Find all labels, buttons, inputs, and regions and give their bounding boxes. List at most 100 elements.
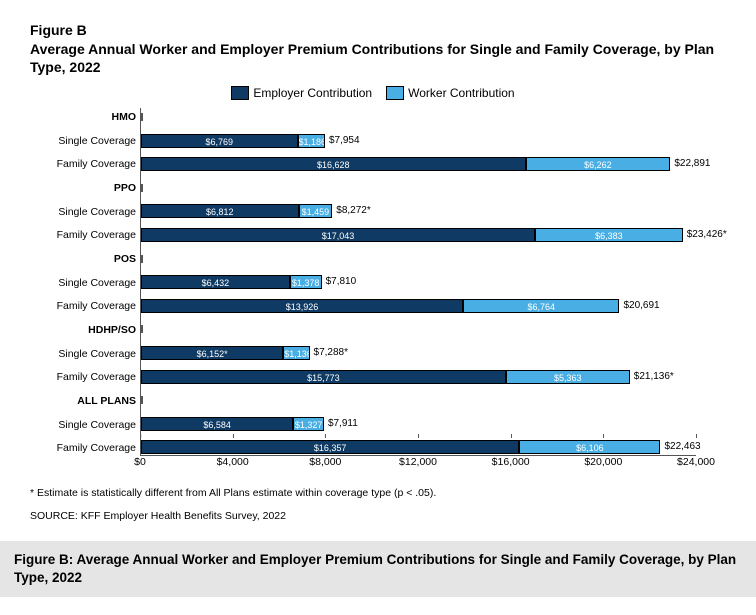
group-tick-mark [141, 113, 143, 121]
footnote-source: SOURCE: KFF Employer Health Benefits Sur… [30, 509, 726, 523]
group-tick [141, 322, 696, 336]
group-tick-mark [141, 396, 143, 404]
bar-employer: $6,584 [141, 417, 293, 431]
legend-label-employer: Employer Contribution [253, 86, 372, 100]
bar-employer: $13,926 [141, 299, 463, 313]
group-tick [141, 110, 696, 124]
bar-employer: $16,357 [141, 440, 519, 454]
bar-worker: $6,106 [519, 440, 660, 454]
x-tick: $20,000 [584, 456, 622, 468]
total-label: $7,810 [326, 275, 357, 289]
bar-worker: $1,459 [299, 204, 333, 218]
bar-row: $6,584$1,327 $7,911 [141, 417, 696, 431]
bar-worker: $1,378 [290, 275, 322, 289]
bar-row: $16,357$6,106$22,463 [141, 440, 696, 454]
bar-worker: $1,136 [283, 346, 309, 360]
x-axis: $0$4,000$8,000$12,000$16,000$20,000$24,0… [140, 456, 696, 478]
x-tick-label: $12,000 [399, 456, 437, 468]
bar-worker: $1,186 [298, 134, 325, 148]
bar-row: $6,769$1,186 $7,954 [141, 134, 696, 148]
group-tick-mark [141, 325, 143, 333]
x-tick-mark [603, 434, 604, 438]
x-tick: $0 [134, 456, 146, 468]
group-label: PPO [114, 182, 136, 194]
row-label: Single Coverage [58, 419, 136, 431]
total-label: $8,272* [336, 204, 370, 218]
row-label: Family Coverage [57, 300, 136, 312]
x-tick-mark [696, 434, 697, 438]
row-label: Single Coverage [58, 206, 136, 218]
bar-employer: $17,043 [141, 228, 535, 242]
x-tick-mark [418, 434, 419, 438]
legend-swatch-worker [386, 86, 404, 100]
total-label: $7,911 [328, 417, 358, 431]
x-tick-label: $16,000 [492, 456, 530, 468]
row-label: Family Coverage [57, 158, 136, 170]
group-tick [141, 393, 696, 407]
x-tick-label: $20,000 [584, 456, 622, 468]
total-label: $22,463 [664, 440, 700, 454]
x-tick-label: $24,000 [677, 456, 715, 468]
bar-row: $6,812$1,459$8,272* [141, 204, 696, 218]
figure-title: Average Annual Worker and Employer Premi… [30, 40, 726, 76]
legend-swatch-employer [231, 86, 249, 100]
row-label: Single Coverage [58, 348, 136, 360]
y-axis-labels: HMO Single Coverage Family Coverage PPO Sing… [30, 108, 136, 456]
bar-worker: $5,363 [506, 370, 630, 384]
total-label: $7,954 [329, 134, 360, 148]
bar-row: $13,926$6,764 $20,691 [141, 299, 696, 313]
group-tick [141, 252, 696, 266]
bar-worker: $6,764 [463, 299, 619, 313]
x-tick: $4,000 [217, 456, 249, 468]
group-label: POS [114, 253, 136, 265]
group-tick [141, 181, 696, 195]
x-tick: $24,000 [677, 456, 715, 468]
row-label: Family Coverage [57, 371, 136, 383]
x-tick: $16,000 [492, 456, 530, 468]
figure-label: Figure B [30, 22, 726, 38]
footnote-significance: * Estimate is statistically different fr… [30, 486, 726, 500]
figure-container: Figure B Average Annual Worker and Emplo… [0, 0, 756, 533]
total-label: $22,891 [674, 157, 710, 171]
bar-row: $16,628$6,262$22,891 [141, 157, 696, 171]
figure-caption: Figure B: Average Annual Worker and Empl… [0, 541, 756, 597]
bar-employer: $16,628 [141, 157, 526, 171]
bar-employer: $6,812 [141, 204, 299, 218]
legend-label-worker: Worker Contribution [408, 86, 515, 100]
x-tick-mark [140, 434, 141, 438]
bar-worker: $6,383 [535, 228, 683, 242]
row-label: Single Coverage [58, 135, 136, 147]
total-label: $23,426* [687, 228, 727, 242]
group-tick-mark [141, 184, 143, 192]
total-label: $20,691 [623, 299, 659, 313]
total-label: $21,136* [634, 370, 674, 384]
x-tick-mark [511, 434, 512, 438]
x-tick-label: $8,000 [309, 456, 341, 468]
group-label: ALL PLANS [77, 395, 136, 407]
group-label: HDHP/SO [88, 324, 136, 336]
row-label: Single Coverage [58, 277, 136, 289]
bar-row: $15,773$5,363 $21,136* [141, 370, 696, 384]
x-tick: $8,000 [309, 456, 341, 468]
row-label: Family Coverage [57, 229, 136, 241]
bar-worker: $1,327 [293, 417, 324, 431]
group-label: HMO [112, 111, 137, 123]
plot-area: $6,769$1,186$7,954$16,628$6,262$22,891$6… [140, 108, 696, 456]
total-label: $7,288* [314, 346, 348, 360]
x-tick-label: $0 [134, 456, 146, 468]
x-tick-mark [233, 434, 234, 438]
row-label: Family Coverage [57, 442, 136, 454]
x-tick: $12,000 [399, 456, 437, 468]
bar-row: $6,152*$1,136 $7,288* [141, 346, 696, 360]
bar-employer: $6,152* [141, 346, 283, 360]
bar-row: $6,432$1,378 $7,810 [141, 275, 696, 289]
group-tick-mark [141, 255, 143, 263]
bar-employer: $6,432 [141, 275, 290, 289]
bar-worker: $6,262 [526, 157, 671, 171]
x-tick-mark [325, 434, 326, 438]
bar-row: $17,043$6,383$23,426* [141, 228, 696, 242]
chart: HMO Single Coverage Family Coverage PPO Sing… [30, 108, 726, 478]
bar-employer: $6,769 [141, 134, 298, 148]
legend: Employer Contribution Worker Contributio… [30, 86, 726, 100]
bar-employer: $15,773 [141, 370, 506, 384]
